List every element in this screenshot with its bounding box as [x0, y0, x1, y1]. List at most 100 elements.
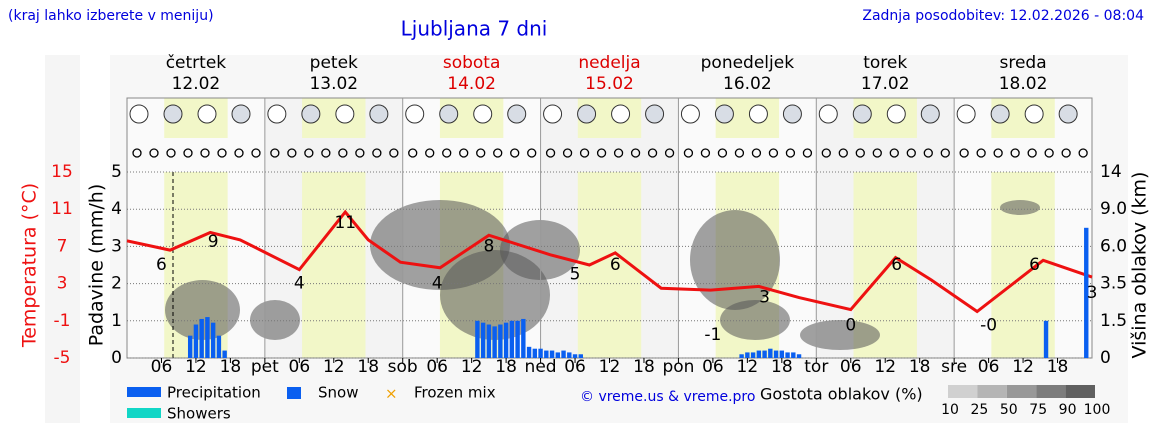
weather-icon	[577, 104, 597, 124]
wind-calm	[683, 148, 694, 158]
x-tick-label: 06	[978, 357, 1000, 377]
density-tick: 90	[1059, 402, 1077, 418]
day-date: 15.02	[585, 74, 634, 94]
temp-annotation: -1	[704, 325, 721, 345]
wind-calm	[234, 148, 244, 158]
wind-calm	[785, 148, 796, 158]
temp-annotation: 6	[156, 255, 167, 275]
x-tick-label: 18	[909, 357, 931, 377]
precip-bar	[779, 350, 785, 358]
precip-bar	[572, 354, 578, 358]
weather-icon	[507, 104, 527, 124]
wind-calm	[545, 148, 556, 158]
wind-calm	[700, 148, 711, 158]
temp-annotation: 3	[1087, 283, 1098, 303]
y2-tick-label: 9.0	[1100, 199, 1127, 219]
x-tick-label: 12	[1012, 357, 1034, 377]
wind-calm	[821, 148, 831, 158]
x-tick-label: 18	[1047, 357, 1069, 377]
cloud-density	[250, 300, 300, 340]
weather-icon	[301, 104, 321, 124]
precip-bar	[567, 352, 572, 358]
wind-calm	[923, 148, 933, 158]
density-tick: 50	[1000, 402, 1018, 418]
density-swatch	[1006, 385, 1037, 398]
temp-tick-label: -5	[54, 348, 71, 368]
precip-bar	[538, 348, 543, 358]
wind-calm	[768, 148, 779, 158]
y2-tick-label: 14	[1100, 162, 1122, 182]
temp-tick-label: 11	[51, 199, 73, 219]
x-tick-label: 18	[495, 357, 517, 377]
weather-icon	[335, 104, 355, 124]
precip-bar	[756, 350, 762, 358]
temp-annotation: 8	[483, 236, 494, 256]
precip-bar	[739, 354, 744, 358]
wind-calm	[476, 148, 486, 158]
x-tick-label: sre	[941, 357, 967, 377]
weather-icon	[748, 104, 768, 124]
wind-calm	[993, 148, 1003, 158]
wind-calm	[166, 148, 176, 158]
y-tick-label: 3	[111, 236, 122, 256]
wind-calm	[251, 148, 261, 158]
weather-icon	[956, 104, 976, 124]
wind-calm	[802, 148, 813, 158]
weather-icon	[782, 104, 802, 124]
x-tick-label: sob	[388, 357, 418, 377]
wind-calm	[338, 148, 348, 158]
x-tick-label: pet	[251, 357, 279, 377]
precip-bar	[205, 317, 210, 358]
wind-calm	[1061, 148, 1071, 158]
wind-calm	[940, 148, 950, 158]
updated: Zadnja posodobitev: 12.02.2026 - 08:04	[862, 8, 1144, 24]
wind-calm	[510, 148, 520, 158]
wind-calm	[959, 148, 969, 158]
wind-calm	[200, 148, 210, 158]
density-tick: 25	[970, 402, 988, 418]
temp-annotation: 6	[891, 255, 902, 275]
y-tick-label: 0	[111, 348, 122, 368]
cloud-density	[165, 280, 240, 340]
weather-icon	[129, 104, 149, 124]
weather-icon	[645, 104, 665, 124]
temp-annotation: 0	[845, 315, 856, 335]
precip-bar	[549, 350, 555, 358]
cloud-axis-label: Višina oblakov (km)	[1129, 172, 1151, 359]
weather-icon	[990, 104, 1010, 124]
x-tick-label: 18	[220, 357, 242, 377]
precip-bar	[222, 350, 227, 358]
wind-calm	[304, 148, 314, 158]
wind-calm	[1027, 148, 1037, 158]
day-date: 14.02	[447, 74, 496, 94]
cloud-density	[800, 320, 880, 350]
density-swatch	[1036, 385, 1066, 398]
credit: © vreme.us & vreme.pro	[580, 389, 755, 405]
wind-calm	[872, 148, 882, 158]
wind-calm	[389, 148, 399, 158]
wind-calm	[408, 148, 418, 158]
wind-calm	[751, 148, 762, 158]
precip-bar	[515, 320, 520, 358]
weather-icon	[197, 104, 217, 124]
density-tick: 10	[941, 402, 959, 418]
x-tick-label: 06	[840, 357, 862, 377]
x-tick-label: 12	[737, 357, 759, 377]
x-tick-label: ned	[525, 357, 557, 377]
precip-bar	[521, 318, 526, 358]
temp-axis-label: Temperatura (°C)	[19, 183, 41, 348]
x-tick-label: 18	[771, 357, 793, 377]
temp-annotation: 9	[208, 232, 219, 252]
precip-bar	[492, 326, 497, 358]
x-tick-label: 12	[874, 357, 896, 377]
y2-tick-label: 1.5	[1100, 311, 1127, 331]
wind-calm	[630, 148, 641, 158]
day-name: torek	[863, 53, 907, 73]
wind-calm	[183, 148, 193, 158]
x-tick-label: 06	[151, 357, 173, 377]
y2-tick-label: 0	[1100, 348, 1111, 368]
precip-bar	[498, 324, 503, 358]
wind-calm	[613, 148, 624, 158]
x-tick-label: 12	[323, 357, 345, 377]
